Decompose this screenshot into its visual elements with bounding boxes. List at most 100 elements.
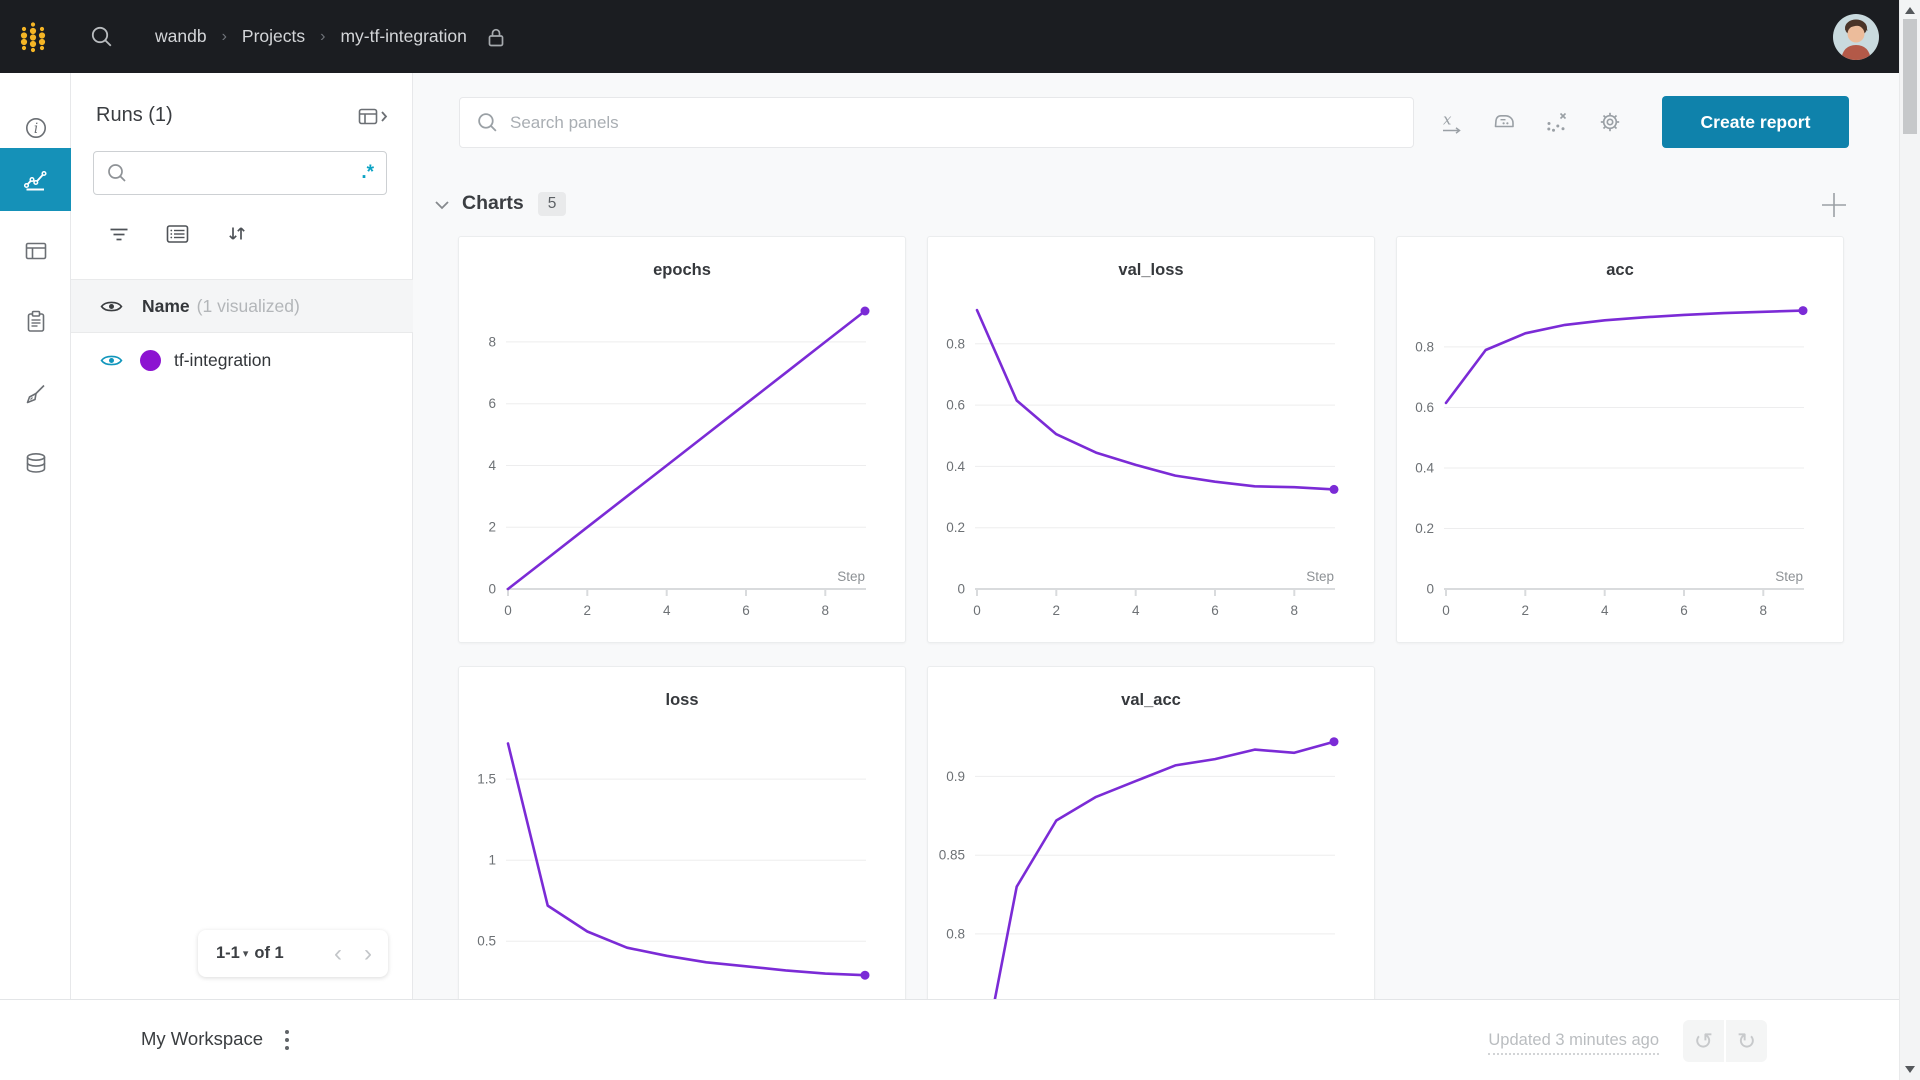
- chevron-down-icon[interactable]: [431, 194, 453, 216]
- rail-item-workspace[interactable]: [0, 148, 71, 211]
- svg-text:0.85: 0.85: [939, 848, 965, 863]
- breadcrumb-projects[interactable]: Projects: [241, 26, 306, 46]
- user-avatar[interactable]: [1833, 14, 1879, 60]
- runs-visibility-header: Name (1 visualized): [71, 279, 413, 333]
- panels-search-input[interactable]: [510, 112, 1413, 133]
- visibility-eye-icon[interactable]: [100, 352, 123, 369]
- svg-text:0: 0: [973, 603, 981, 618]
- scroll-up-arrow-icon[interactable]: [1905, 7, 1915, 14]
- svg-text:0: 0: [488, 582, 496, 597]
- kebab-menu-icon[interactable]: [283, 1027, 291, 1053]
- left-nav-rail: i: [0, 73, 71, 999]
- svg-text:i: i: [33, 121, 37, 137]
- chart-title: epochs: [653, 261, 711, 279]
- svg-text:0: 0: [1442, 603, 1450, 618]
- svg-text:x: x: [1443, 111, 1452, 129]
- rail-item-table[interactable]: [0, 219, 71, 282]
- rail-item-overview[interactable]: i: [0, 96, 71, 159]
- next-page-chevron-icon[interactable]: ›: [364, 939, 372, 967]
- charts-count-badge: 5: [537, 191, 567, 216]
- sort-icon[interactable]: [224, 221, 250, 247]
- svg-text:0: 0: [957, 582, 965, 597]
- search-icon[interactable]: [89, 24, 115, 50]
- page-of-label: of 1: [254, 944, 284, 962]
- scrollbar-thumb[interactable]: [1903, 19, 1917, 134]
- regex-toggle[interactable]: .*: [361, 162, 374, 183]
- page-size-caret-icon[interactable]: ▾: [242, 948, 249, 960]
- columns-list-icon[interactable]: [164, 221, 191, 247]
- svg-text:8: 8: [488, 334, 496, 349]
- svg-text:1.5: 1.5: [477, 772, 496, 787]
- wandb-logo-icon[interactable]: [17, 18, 49, 56]
- runs-pagination: 1-1 ▾ of 1 ‹ ›: [198, 930, 388, 977]
- breadcrumb: wandb › Projects › my-tf-integration: [155, 24, 506, 49]
- runs-header-label: Name: [142, 295, 190, 316]
- smoothing-iron-icon[interactable]: [1491, 109, 1517, 135]
- redo-icon[interactable]: ↻: [1724, 1020, 1767, 1062]
- svg-text:8: 8: [1291, 603, 1299, 618]
- search-icon: [108, 164, 126, 182]
- series-endpoint-dot: [860, 306, 870, 316]
- table-icon: [25, 242, 46, 259]
- svg-text:0.5: 0.5: [477, 934, 496, 949]
- breadcrumb-separator: ›: [221, 27, 227, 45]
- add-panel-plus-icon[interactable]: [1819, 190, 1849, 220]
- runs-search-input[interactable]: [136, 164, 362, 182]
- svg-text:0: 0: [1426, 582, 1434, 597]
- svg-text:4: 4: [1132, 603, 1140, 618]
- chart-plot: 0 0.2 0.4 0.6 0.8 0 2 4 6 8 Step: [946, 308, 1339, 618]
- scroll-down-arrow-icon[interactable]: [1905, 1066, 1915, 1073]
- svg-text:2: 2: [1522, 603, 1530, 618]
- chart-panel-acc[interactable]: acc 0 0.2 0.4 0.6 0.8 0 2 4 6 8 Step: [1396, 236, 1844, 643]
- breadcrumb-entity[interactable]: wandb: [155, 26, 207, 46]
- svg-text:4: 4: [663, 603, 671, 618]
- svg-text:8: 8: [1760, 603, 1768, 618]
- undo-icon[interactable]: ↺: [1693, 1027, 1714, 1054]
- rail-item-sweeps[interactable]: [0, 362, 71, 425]
- page-range[interactable]: 1-1: [216, 944, 240, 962]
- chart-title: val_loss: [1118, 261, 1184, 279]
- svg-text:6: 6: [1211, 603, 1219, 618]
- chart-plot: 0 2 4 6 8 0 2 4 6 8 Step: [488, 306, 870, 618]
- lock-icon: [488, 28, 504, 47]
- remove-outliers-icon[interactable]: [1544, 109, 1570, 135]
- x-axis-icon[interactable]: x: [1438, 109, 1464, 135]
- workspace-panels-icon: [23, 170, 47, 191]
- prev-page-chevron-icon[interactable]: ‹: [334, 939, 342, 967]
- svg-text:1: 1: [488, 853, 496, 868]
- workspace-settings-toolbar: x: [1438, 109, 1623, 135]
- rail-item-reports[interactable]: [0, 289, 71, 352]
- chart-plot: 0 0.2 0.4 0.6 0.8 0 2 4 6 8 Step: [1415, 306, 1808, 618]
- workspace-footer: My Workspace Updated 3 minutes ago ↺ ↻: [0, 999, 1899, 1080]
- eye-icon[interactable]: [100, 298, 123, 315]
- run-name[interactable]: tf-integration: [174, 349, 272, 370]
- chart-title: val_acc: [1121, 691, 1181, 709]
- settings-gear-icon[interactable]: [1597, 109, 1623, 135]
- charts-section-title[interactable]: Charts: [462, 192, 524, 214]
- svg-text:0.8: 0.8: [946, 336, 965, 351]
- reports-icon: [27, 310, 44, 332]
- svg-text:0.2: 0.2: [1415, 521, 1434, 536]
- run-color-dot[interactable]: [140, 349, 161, 371]
- breadcrumb-project-name[interactable]: my-tf-integration: [340, 26, 467, 46]
- create-report-button[interactable]: Create report: [1662, 96, 1849, 148]
- runs-toolbar: [105, 221, 250, 247]
- expand-runs-table-icon[interactable]: [358, 106, 389, 128]
- svg-text:Step: Step: [837, 569, 865, 584]
- svg-text:0.6: 0.6: [946, 398, 965, 413]
- page-scrollbar[interactable]: [1899, 0, 1920, 1080]
- run-row-tf-integration[interactable]: tf-integration: [71, 333, 413, 387]
- info-icon: i: [25, 117, 46, 138]
- svg-text:0.4: 0.4: [1415, 461, 1434, 476]
- chart-panel-epochs[interactable]: epochs 0 2 4 6 8 0 2 4 6 8 Step: [458, 236, 906, 643]
- series-line: [506, 742, 867, 977]
- rail-item-artifacts[interactable]: [0, 431, 71, 494]
- workspace-name[interactable]: My Workspace: [141, 1028, 263, 1049]
- chart-panel-val_loss[interactable]: val_loss 0 0.2 0.4 0.6 0.8 0 2 4 6 8 Step: [927, 236, 1375, 643]
- series-endpoint-dot: [860, 970, 870, 980]
- svg-text:6: 6: [742, 603, 750, 618]
- filter-icon[interactable]: [105, 221, 131, 247]
- chart-title: acc: [1606, 261, 1634, 279]
